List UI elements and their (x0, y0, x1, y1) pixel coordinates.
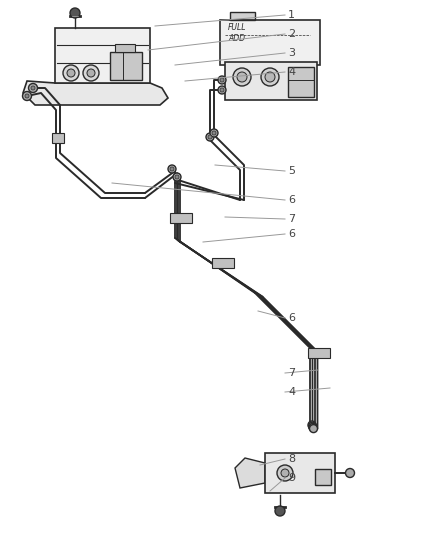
Circle shape (87, 69, 95, 77)
Bar (315, 469, 331, 485)
Bar (212, 258, 234, 268)
Text: 7: 7 (288, 368, 295, 378)
Bar (55, 28, 150, 83)
Text: 2: 2 (288, 29, 295, 39)
Circle shape (346, 469, 354, 478)
Circle shape (210, 129, 218, 137)
Text: 7: 7 (288, 214, 295, 224)
Text: 6: 6 (288, 313, 295, 323)
Circle shape (63, 65, 79, 81)
Circle shape (206, 133, 214, 141)
Bar (110, 52, 142, 80)
Text: FULL: FULL (228, 23, 247, 32)
Circle shape (308, 422, 317, 430)
Circle shape (173, 173, 181, 181)
Text: 4: 4 (288, 67, 295, 77)
Circle shape (25, 94, 29, 98)
Circle shape (277, 465, 293, 481)
Text: 8: 8 (288, 454, 295, 464)
Circle shape (218, 76, 226, 84)
Circle shape (218, 86, 226, 94)
Circle shape (281, 469, 289, 477)
Circle shape (237, 72, 247, 82)
Circle shape (310, 425, 318, 433)
Circle shape (275, 506, 285, 516)
Circle shape (220, 88, 224, 92)
Circle shape (170, 167, 174, 171)
Bar (170, 213, 192, 223)
Bar (308, 348, 330, 358)
Circle shape (212, 131, 216, 135)
Circle shape (261, 68, 279, 86)
Circle shape (67, 69, 75, 77)
Circle shape (208, 135, 212, 139)
Text: ADD: ADD (228, 34, 245, 43)
Bar (115, 44, 135, 52)
Polygon shape (23, 81, 168, 105)
Bar (225, 62, 317, 100)
Bar (220, 20, 320, 65)
Text: 3: 3 (288, 48, 295, 58)
Circle shape (28, 84, 38, 93)
Bar (288, 67, 314, 97)
Circle shape (168, 165, 176, 173)
Bar (52, 133, 64, 143)
Text: 6: 6 (288, 229, 295, 239)
Circle shape (233, 68, 251, 86)
Circle shape (70, 8, 80, 18)
Circle shape (175, 175, 179, 179)
Polygon shape (235, 458, 265, 488)
Circle shape (308, 421, 316, 429)
Text: 9: 9 (288, 473, 295, 483)
Text: 5: 5 (288, 166, 295, 176)
Bar (265, 453, 335, 493)
Text: 4: 4 (288, 387, 295, 397)
Circle shape (309, 423, 317, 431)
Bar (230, 12, 255, 20)
Text: 1: 1 (288, 10, 295, 20)
Circle shape (83, 65, 99, 81)
Circle shape (220, 78, 224, 82)
Text: 6: 6 (288, 195, 295, 205)
Circle shape (22, 92, 32, 101)
Circle shape (31, 86, 35, 90)
Circle shape (265, 72, 275, 82)
